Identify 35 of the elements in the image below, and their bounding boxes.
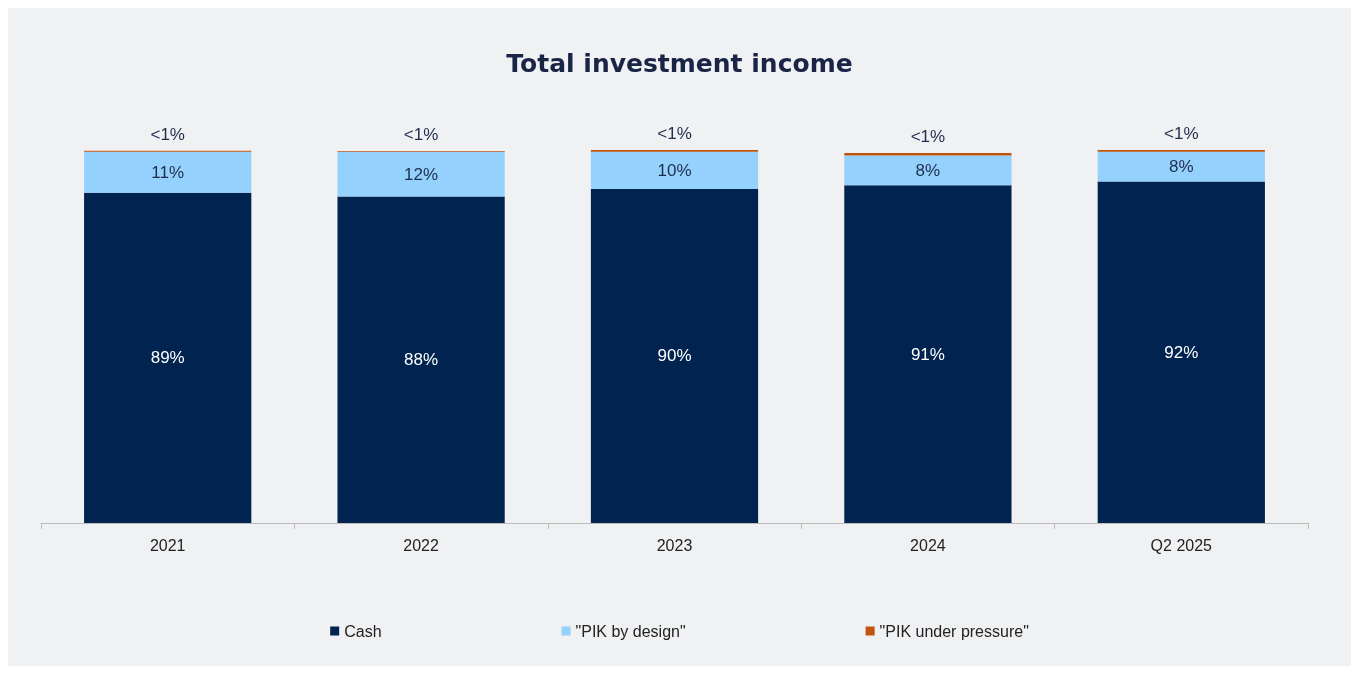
bar [844, 185, 1012, 523]
data-label: 90% [657, 346, 692, 366]
data-label: 89% [150, 348, 185, 368]
x-tick-label: 2022 [403, 536, 439, 554]
x-tick-label: Q2 2025 [1150, 536, 1213, 554]
legend-label: "PIK by design" [575, 622, 686, 640]
bar [590, 151, 759, 189]
data-label: 12% [404, 164, 439, 184]
x-tick-label: 2024 [910, 536, 946, 554]
legend-label: Cash [344, 622, 382, 640]
data-label: <1% [910, 126, 946, 146]
data-label: 8% [1169, 157, 1194, 177]
data-label: <1% [657, 124, 692, 143]
chart-title: Total investment income [506, 49, 853, 78]
data-label: 91% [910, 344, 945, 364]
bar [84, 151, 252, 193]
data-label: 88% [404, 350, 439, 370]
x-tick-label: 2021 [149, 536, 186, 554]
x-tick-label: 2023 [656, 536, 693, 554]
bar [844, 155, 1012, 186]
legend-label: "PIK under pressure" [879, 622, 1029, 640]
data-label: 10% [657, 160, 692, 180]
data-label: <1% [403, 125, 439, 145]
bar [337, 196, 505, 523]
data-label: 11% [151, 162, 185, 182]
data-label: 8% [915, 160, 941, 180]
data-label: 92% [1164, 342, 1199, 362]
bar [1097, 181, 1265, 523]
bar [84, 192, 252, 523]
bar [844, 152, 1012, 156]
data-label: <1% [150, 124, 185, 144]
bar [1097, 151, 1265, 182]
bar [337, 151, 505, 197]
data-label: <1% [1164, 124, 1199, 143]
bar [590, 188, 759, 523]
